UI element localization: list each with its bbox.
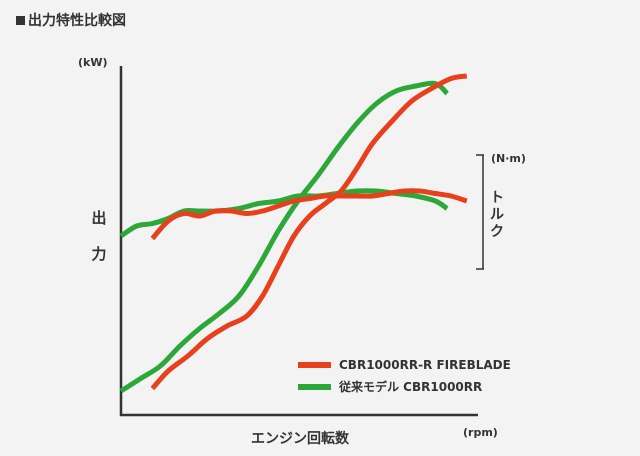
- chart-curves: [119, 73, 468, 394]
- legend: CBR1000RR-R FIREBLADE 従来モデル CBR1000RR: [298, 358, 511, 394]
- title-square-icon: [16, 15, 25, 25]
- series-previous-torque-line: [119, 188, 449, 239]
- series-fireblade-power-line: [150, 73, 468, 391]
- y-right-unit: (N·m): [491, 152, 526, 165]
- y-left-label: 出力: [91, 209, 106, 263]
- chart-title: 出力特性比較図: [16, 10, 126, 30]
- y-left-unit: (kW): [78, 56, 108, 69]
- torque-bracket: [476, 154, 484, 270]
- x-unit: (rpm): [463, 426, 498, 439]
- legend-label-previous: 従来モデル CBR1000RR: [338, 379, 482, 394]
- series-fireblade-torque-line: [150, 188, 468, 241]
- chart-title-text: 出力特性比較図: [28, 13, 126, 29]
- series-previous-power-line: [119, 80, 449, 394]
- x-axis-label: エンジン回転数: [251, 430, 350, 447]
- y-right-label: トルク: [490, 190, 504, 240]
- legend-label-fireblade: CBR1000RR-R FIREBLADE: [339, 358, 511, 372]
